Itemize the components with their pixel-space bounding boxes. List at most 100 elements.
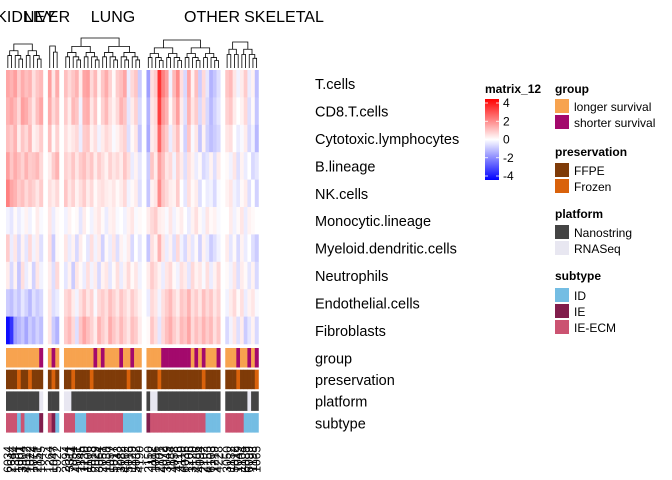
legend-swatch-shorter-survival — [555, 115, 569, 129]
heatmap-cell — [161, 124, 166, 153]
heatmap-cell — [164, 179, 169, 208]
heatmap-cell — [225, 70, 230, 98]
annotation-cell — [251, 391, 256, 411]
annotation-cell — [161, 391, 166, 411]
heatmap-cell — [194, 179, 199, 208]
annotation-cell — [86, 413, 91, 433]
heatmap-cell — [100, 152, 105, 180]
heatmap-cell — [123, 207, 127, 235]
heatmap-cell — [134, 70, 139, 98]
heatmap-cell — [97, 70, 102, 98]
heatmap-cell — [157, 70, 162, 98]
annotation-cell — [164, 348, 169, 368]
heatmap-cell — [111, 97, 116, 126]
column-label: 1065 — [250, 446, 264, 473]
heatmap-cell — [164, 152, 169, 180]
annotation-cell — [150, 413, 155, 433]
heatmap-cell — [175, 207, 180, 235]
annotation-cell — [205, 369, 210, 390]
dendrogram-branch — [158, 60, 164, 68]
column-label: 1106 — [81, 446, 95, 472]
heatmap-cell — [209, 316, 214, 345]
heatmap-cell — [228, 97, 233, 126]
column-label: 1184 — [163, 446, 177, 472]
heatmap-cell — [115, 316, 120, 345]
dendrogram-branch — [186, 53, 196, 58]
annotation-cell — [126, 413, 131, 433]
heatmap-cell — [17, 316, 22, 345]
heatmap-cell — [78, 152, 83, 180]
annotation-cell — [179, 391, 184, 411]
heatmap-cell — [190, 207, 195, 235]
dendrogram-branch — [232, 41, 249, 50]
heatmap-cell — [243, 70, 248, 98]
heatmap-cell — [93, 152, 98, 180]
annotation-cell — [13, 348, 18, 368]
heatmap-cell — [175, 261, 180, 290]
annotation-cell — [82, 391, 87, 411]
annotation-cell — [212, 391, 217, 411]
annotation-cell — [100, 369, 105, 390]
heatmap-cell — [247, 152, 252, 180]
heatmap-cell — [153, 261, 158, 290]
heatmap-cell — [6, 261, 10, 290]
annotation-label: preservation — [315, 373, 395, 389]
heatmap-cell — [89, 261, 94, 290]
heatmap-cell — [9, 70, 14, 98]
column-dendrogram — [7, 37, 258, 68]
heatmap-cell — [164, 234, 169, 263]
annotation-cell — [212, 348, 217, 368]
legend-swatch-ffpe — [555, 163, 569, 177]
column-label: 4058 — [167, 446, 181, 473]
heatmap-cell — [168, 316, 173, 345]
heatmap-cell — [39, 179, 44, 208]
heatmap-cell — [254, 124, 259, 153]
annotation-cell — [228, 413, 233, 433]
heatmap-cell — [216, 70, 221, 98]
heatmap-cell — [28, 70, 33, 98]
column-label: 2094 — [59, 446, 73, 473]
dendrogram-branch — [80, 37, 120, 47]
annotation-cell — [119, 413, 124, 433]
annotation-cell — [97, 369, 102, 390]
heatmap-cell — [168, 70, 173, 98]
heatmap-cell — [137, 234, 142, 263]
heatmap-cell — [168, 97, 173, 126]
heatmap-cell — [209, 97, 214, 126]
heatmap-cell — [35, 207, 40, 235]
annotation-cell — [111, 348, 116, 368]
annotation-cell — [20, 369, 25, 390]
heatmap-cell — [254, 70, 259, 98]
heatmap-cell — [123, 179, 127, 208]
heatmap-cell — [190, 179, 195, 208]
heatmap-cell — [153, 152, 158, 180]
heatmap-cell — [17, 289, 22, 317]
dendrogram-branch — [226, 54, 232, 68]
heatmap-cell — [240, 179, 245, 208]
annotation-cell — [161, 369, 166, 390]
heatmap-cell — [187, 124, 192, 153]
annotation-cell — [216, 348, 221, 368]
heatmap-cell — [63, 316, 68, 345]
heatmap-cell — [243, 316, 248, 345]
heatmap-cell — [179, 70, 184, 98]
heatmap-cell — [126, 316, 131, 345]
dendrogram-branch — [195, 60, 201, 68]
heatmap-cell — [13, 179, 18, 208]
annotation-cell — [75, 348, 80, 368]
heatmap-cell — [126, 70, 131, 98]
legend-label-ie: IE — [574, 305, 585, 319]
heatmap-cell — [104, 234, 109, 263]
annotation-cell — [240, 348, 245, 368]
annotation-cell — [157, 348, 162, 368]
annotation-cell — [201, 369, 206, 390]
heatmap-cell — [35, 70, 40, 98]
heatmap-cell — [119, 261, 124, 290]
heatmap-cell — [20, 124, 25, 153]
heatmap-cell — [228, 234, 233, 263]
heatmap-cell — [216, 289, 221, 317]
annotation-cell — [157, 369, 162, 390]
heatmap-cell — [212, 207, 217, 235]
column-label: 3120 — [186, 446, 200, 473]
heatmap-cell — [119, 152, 124, 180]
